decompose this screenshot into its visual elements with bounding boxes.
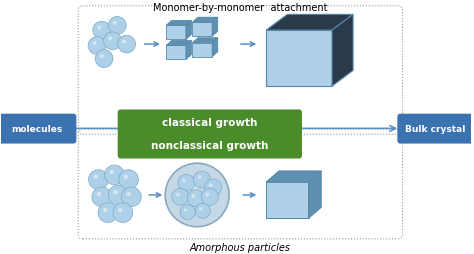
Circle shape (105, 165, 124, 185)
Circle shape (108, 37, 112, 41)
Polygon shape (186, 41, 191, 60)
Circle shape (191, 194, 195, 198)
Circle shape (176, 193, 180, 197)
Text: Amorphous particles: Amorphous particles (190, 242, 291, 252)
Circle shape (172, 189, 189, 205)
Circle shape (195, 203, 210, 218)
Circle shape (178, 175, 195, 192)
Text: Monomer-by-monomer  attachment: Monomer-by-monomer attachment (153, 3, 328, 13)
Circle shape (118, 170, 138, 189)
Circle shape (124, 175, 128, 179)
Polygon shape (186, 21, 191, 40)
FancyBboxPatch shape (397, 114, 474, 144)
Circle shape (93, 175, 98, 179)
Polygon shape (266, 182, 309, 218)
Text: nonclassical growth: nonclassical growth (151, 140, 268, 150)
Circle shape (165, 164, 229, 227)
Polygon shape (332, 15, 353, 87)
Polygon shape (212, 18, 218, 37)
FancyBboxPatch shape (118, 133, 302, 159)
FancyBboxPatch shape (0, 114, 76, 144)
Circle shape (178, 177, 197, 195)
Polygon shape (166, 46, 186, 60)
Circle shape (109, 185, 128, 205)
Polygon shape (266, 31, 332, 87)
Circle shape (103, 208, 107, 212)
Circle shape (184, 209, 187, 212)
Circle shape (98, 203, 118, 223)
Circle shape (92, 42, 97, 46)
Circle shape (193, 171, 210, 188)
Text: molecules: molecules (12, 124, 63, 133)
Circle shape (104, 33, 121, 51)
Circle shape (121, 187, 141, 207)
Circle shape (93, 22, 110, 40)
Polygon shape (309, 171, 321, 218)
Circle shape (201, 189, 219, 205)
Circle shape (113, 190, 118, 195)
Circle shape (182, 179, 186, 183)
Circle shape (113, 203, 133, 223)
Polygon shape (212, 39, 218, 57)
Circle shape (97, 26, 101, 30)
Circle shape (118, 208, 122, 212)
Text: classical growth: classical growth (162, 118, 257, 128)
Polygon shape (192, 23, 212, 37)
Circle shape (118, 36, 136, 54)
Circle shape (89, 170, 109, 189)
Circle shape (205, 179, 221, 196)
Circle shape (113, 22, 117, 26)
Polygon shape (192, 18, 218, 23)
Polygon shape (192, 39, 218, 43)
Circle shape (109, 170, 114, 174)
Circle shape (127, 192, 131, 196)
Circle shape (199, 207, 202, 211)
Text: Bulk crystal: Bulk crystal (405, 124, 465, 133)
Polygon shape (192, 43, 212, 57)
Polygon shape (166, 41, 191, 46)
Circle shape (95, 51, 113, 68)
Circle shape (122, 40, 126, 44)
Circle shape (198, 176, 201, 179)
Circle shape (209, 184, 213, 187)
Circle shape (88, 37, 106, 55)
Circle shape (109, 18, 126, 35)
FancyBboxPatch shape (118, 110, 302, 136)
Polygon shape (166, 26, 186, 40)
Circle shape (187, 190, 204, 207)
Circle shape (92, 187, 111, 207)
Circle shape (97, 192, 101, 196)
Circle shape (100, 55, 103, 59)
Circle shape (206, 193, 210, 197)
Polygon shape (266, 171, 321, 182)
Polygon shape (166, 21, 191, 26)
Circle shape (180, 205, 195, 220)
Polygon shape (266, 15, 353, 31)
